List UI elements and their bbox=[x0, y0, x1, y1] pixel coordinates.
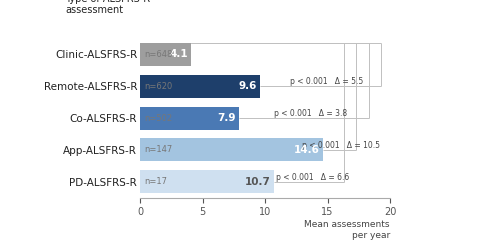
Text: n=502: n=502 bbox=[144, 114, 172, 122]
Text: p < 0.001   Δ = 3.8: p < 0.001 Δ = 3.8 bbox=[274, 109, 347, 118]
Bar bbox=[140, 170, 274, 193]
Bar bbox=[140, 138, 322, 161]
Text: n=17: n=17 bbox=[144, 177, 168, 186]
Text: 10.7: 10.7 bbox=[245, 177, 270, 187]
Text: 9.6: 9.6 bbox=[238, 81, 257, 91]
Text: p < 0.001   Δ = 5.5: p < 0.001 Δ = 5.5 bbox=[290, 77, 364, 86]
Text: 7.9: 7.9 bbox=[217, 113, 236, 123]
Bar bbox=[140, 107, 239, 129]
Bar bbox=[140, 43, 191, 66]
Text: 4.1: 4.1 bbox=[170, 49, 188, 59]
Text: n=648: n=648 bbox=[144, 50, 173, 59]
Bar bbox=[140, 75, 260, 98]
X-axis label: Mean assessments
per year: Mean assessments per year bbox=[304, 220, 390, 240]
Text: n=147: n=147 bbox=[144, 145, 172, 154]
Text: p < 0.001   Δ = 10.5: p < 0.001 Δ = 10.5 bbox=[302, 141, 380, 150]
Text: Type of ALSFRS-R
assessment: Type of ALSFRS-R assessment bbox=[65, 0, 150, 15]
Text: n=620: n=620 bbox=[144, 82, 172, 91]
Text: p < 0.001   Δ = 6.6: p < 0.001 Δ = 6.6 bbox=[276, 173, 349, 182]
Text: 14.6: 14.6 bbox=[294, 145, 320, 155]
